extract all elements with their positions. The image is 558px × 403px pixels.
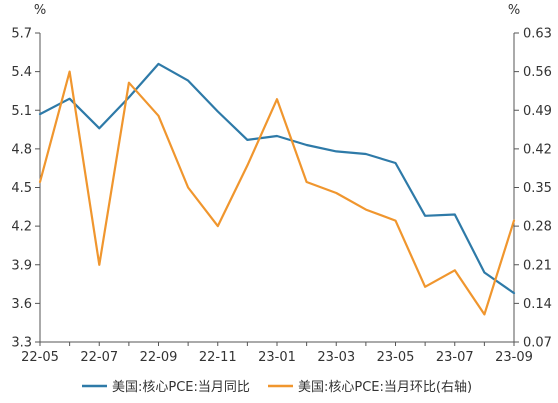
data-point-yoy — [186, 78, 191, 83]
series-layer — [38, 61, 517, 317]
left-tick-label: 3.3 — [11, 336, 32, 351]
legend: 美国:核心PCE:当月同比 美国:核心PCE:当月环比(右轴) — [82, 380, 472, 395]
data-point-yoy — [97, 126, 102, 131]
data-point-mom — [452, 268, 457, 273]
data-point-yoy — [512, 291, 517, 296]
data-point-mom — [38, 179, 43, 184]
left-tick-label: 5.1 — [11, 104, 32, 119]
x-tick-label: 22-11 — [199, 350, 237, 365]
x-tick-label: 23-03 — [317, 350, 355, 365]
left-tick-label: 5.4 — [11, 65, 32, 80]
data-point-yoy — [423, 213, 428, 218]
data-point-mom — [215, 224, 220, 229]
data-point-mom — [67, 69, 72, 74]
data-point-mom — [126, 80, 131, 85]
right-tick-label: 0.14 — [523, 297, 552, 312]
data-point-yoy — [334, 149, 339, 154]
left-tick-label: 4.5 — [11, 181, 32, 196]
left-tick-label: 5.7 — [11, 27, 32, 42]
data-point-mom — [245, 163, 250, 168]
data-point-mom — [156, 113, 161, 118]
right-tick-label: 0.63 — [523, 27, 552, 42]
right-tick-label: 0.21 — [523, 258, 552, 273]
left-tick-label: 4.8 — [11, 142, 32, 157]
right-axis-ticks: 0.63 0.56 0.49 0.42 0.35 0.28 0.21 0.14 0.07 — [514, 27, 552, 351]
data-point-yoy — [215, 109, 220, 114]
data-point-yoy — [393, 161, 398, 166]
data-point-mom — [393, 218, 398, 223]
right-tick-label: 0.28 — [523, 220, 552, 235]
data-point-mom — [482, 312, 487, 317]
data-point-mom — [186, 185, 191, 190]
left-tick-label: 4.2 — [11, 220, 32, 235]
data-point-yoy — [482, 270, 487, 275]
x-tick-label: 23-09 — [495, 350, 533, 365]
left-axis-unit: % — [34, 3, 46, 18]
data-point-yoy — [304, 143, 309, 148]
right-axis-unit: % — [508, 3, 520, 18]
data-point-yoy — [452, 212, 457, 217]
right-tick-label: 0.07 — [523, 336, 552, 351]
data-point-mom — [304, 179, 309, 184]
data-point-mom — [363, 207, 368, 212]
data-point-yoy — [156, 61, 161, 66]
right-tick-label: 0.42 — [523, 142, 552, 157]
right-tick-label: 0.49 — [523, 104, 552, 119]
left-tick-label: 3.6 — [11, 297, 32, 312]
x-tick-label: 23-05 — [377, 350, 415, 365]
data-point-yoy — [67, 96, 72, 101]
legend-label-yoy: 美国:核心PCE:当月同比 — [112, 380, 250, 395]
left-tick-label: 3.9 — [11, 258, 32, 273]
data-point-yoy — [38, 112, 43, 117]
data-point-mom — [334, 191, 339, 196]
data-point-mom — [423, 284, 428, 289]
x-tick-label: 22-09 — [140, 350, 178, 365]
x-axis-ticks: 22-05 22-07 22-09 22-11 23-01 23-03 23-05 23-07… — [21, 342, 533, 365]
x-tick-label: 23-01 — [258, 350, 296, 365]
data-point-mom — [97, 262, 102, 267]
right-tick-label: 0.35 — [523, 181, 552, 196]
x-tick-label: 23-07 — [436, 350, 474, 365]
data-point-mom — [275, 97, 280, 102]
data-point-mom — [512, 218, 517, 223]
series-line-mom — [38, 70, 516, 316]
right-tick-label: 0.56 — [523, 65, 552, 80]
x-tick-label: 22-05 — [21, 350, 59, 365]
series-line-yoy — [38, 62, 516, 295]
data-point-yoy — [275, 134, 280, 139]
data-point-yoy — [363, 152, 368, 157]
data-point-yoy — [245, 137, 250, 142]
left-axis-ticks: 5.7 5.4 5.1 4.8 4.5 4.2 3.9 3.6 3.3 — [11, 27, 40, 351]
legend-label-mom: 美国:核心PCE:当月环比(右轴) — [298, 380, 472, 395]
x-tick-label: 22-07 — [80, 350, 118, 365]
